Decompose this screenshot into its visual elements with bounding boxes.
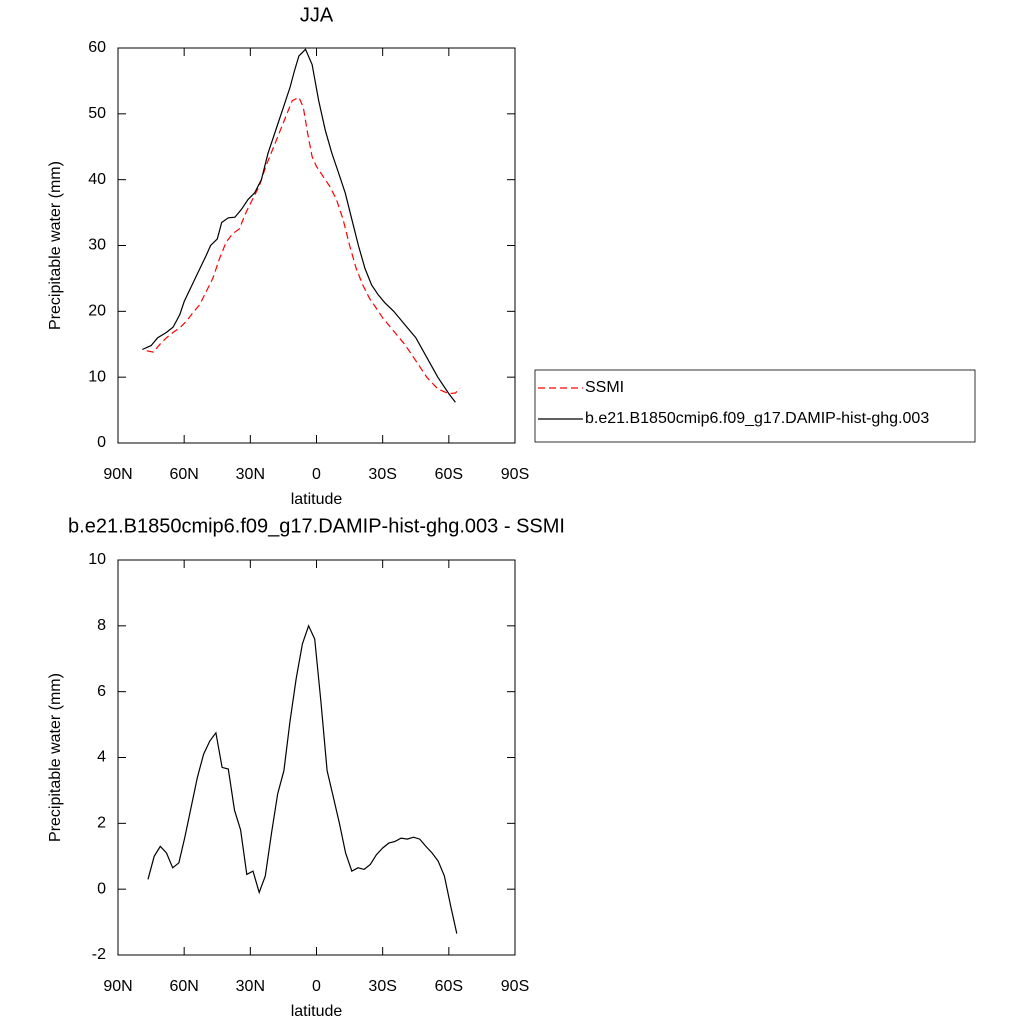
x-axis-label: latitude: [291, 491, 343, 508]
y-tick-label: -2: [92, 946, 106, 963]
x-axis-label: latitude: [291, 1003, 343, 1020]
y-axis-label: Precipitable water (mm): [47, 161, 64, 330]
data-line: [147, 624, 458, 934]
y-tick-label: 2: [97, 815, 106, 832]
x-tick-label: 30N: [236, 978, 265, 995]
y-tick-label: 10: [88, 368, 106, 385]
y-tick-label: 0: [97, 434, 106, 451]
x-tick-label: 30S: [368, 978, 396, 995]
chart-title: JJA: [300, 4, 334, 26]
y-tick-label: 10: [88, 551, 106, 568]
y-tick-label: 8: [97, 617, 106, 634]
x-tick-label: 0: [312, 978, 321, 995]
legend-box: [534, 369, 976, 443]
x-tick-label: 60S: [435, 978, 463, 995]
x-tick-label: 60N: [169, 978, 198, 995]
y-axis-label: Precipitable water (mm): [47, 673, 64, 842]
x-tick-label: 0: [312, 466, 321, 483]
y-tick-label: 50: [88, 105, 106, 122]
y-tick-label: 0: [97, 880, 106, 897]
chart-title: b.e21.B1850cmip6.f09_g17.DAMIP-hist-ghg.…: [68, 515, 565, 537]
x-tick-label: 90S: [501, 466, 529, 483]
legend-label: SSMI: [585, 379, 624, 396]
x-tick-label: 90N: [103, 978, 132, 995]
data-line: [146, 96, 461, 395]
x-tick-label: 90S: [501, 978, 529, 995]
x-tick-label: 60N: [169, 466, 198, 483]
legend-label: b.e21.B1850cmip6.f09_g17.DAMIP-hist-ghg.…: [585, 410, 929, 427]
x-tick-label: 90N: [103, 466, 132, 483]
x-tick-label: 60S: [435, 466, 463, 483]
y-tick-label: 40: [88, 171, 106, 188]
y-tick-label: 6: [97, 683, 106, 700]
y-tick-label: 30: [88, 237, 106, 254]
x-tick-label: 30S: [368, 466, 396, 483]
y-tick-label: 20: [88, 303, 106, 320]
y-tick-label: 4: [97, 749, 106, 766]
y-tick-label: 60: [88, 39, 106, 56]
plot-frame: [117, 47, 516, 444]
plot-frame: [117, 559, 516, 956]
data-line: [142, 48, 456, 403]
x-tick-label: 30N: [236, 466, 265, 483]
